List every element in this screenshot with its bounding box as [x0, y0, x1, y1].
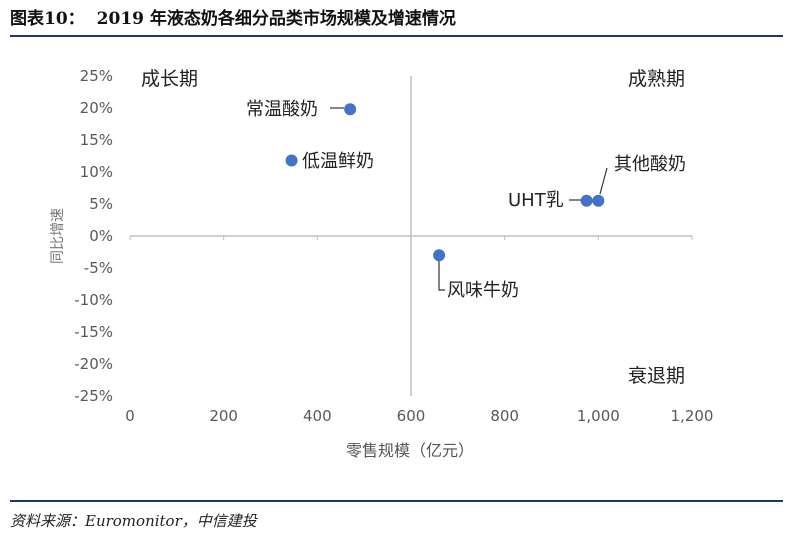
y-tick-label: -15% [74, 323, 113, 341]
figure-number: 图表10： [10, 9, 85, 29]
data-label: 其他酸奶 [614, 154, 686, 175]
data-label: 风味牛奶 [447, 280, 519, 301]
footer-rule [10, 500, 783, 502]
y-tick-label: 10% [80, 163, 113, 181]
data-label: 常温酸奶 [246, 99, 318, 120]
source-note: 资料来源：Euromonitor，中信建投 [10, 512, 257, 530]
figure-title: 2019 年液态奶各细分品类市场规模及增速情况 [96, 9, 456, 29]
y-tick-label: -20% [74, 355, 113, 373]
x-tick-label: 400 [303, 407, 332, 425]
data-label: 低温鲜奶 [302, 151, 374, 172]
y-tick-label: 20% [80, 99, 113, 117]
leader-line [438, 258, 445, 291]
y-tick-label: 15% [80, 131, 113, 149]
data-point [344, 103, 357, 116]
x-axis-title: 零售规模（亿元） [346, 441, 474, 460]
x-tick-label: 1,000 [577, 407, 620, 425]
scatter-chart: 0 200 400 600 800 1,000 1,200 25% 20% 15% 10% 5% 0% -… [50, 67, 714, 460]
x-tick-label: 0 [125, 407, 135, 425]
y-tick-label: 25% [80, 67, 113, 85]
header-rule [10, 35, 783, 37]
data-point [592, 194, 605, 207]
x-tick-label: 600 [397, 407, 426, 425]
y-tick-label: -25% [74, 387, 113, 405]
x-tick-label: 1,200 [671, 407, 714, 425]
y-tick-label: -5% [84, 259, 113, 277]
y-tick-label: -10% [74, 291, 113, 309]
quadrant-label-growth: 成长期 [141, 68, 198, 90]
x-tick-label: 200 [209, 407, 238, 425]
y-tick-label: 5% [89, 195, 113, 213]
data-point [580, 194, 593, 207]
y-tick-label: 0% [89, 227, 113, 245]
data-point [285, 154, 298, 167]
quadrant-label-decline: 衰退期 [628, 365, 685, 387]
leader-line [599, 167, 608, 195]
quadrant-label-mature: 成熟期 [628, 68, 685, 90]
data-point [433, 249, 446, 262]
data-label: UHT乳 [508, 190, 564, 211]
x-tick-label: 800 [490, 407, 519, 425]
y-axis-title: 同比增速 [50, 208, 66, 264]
figure-heading: 图表10： 2019 年液态奶各细分品类市场规模及增速情况 [10, 4, 456, 29]
